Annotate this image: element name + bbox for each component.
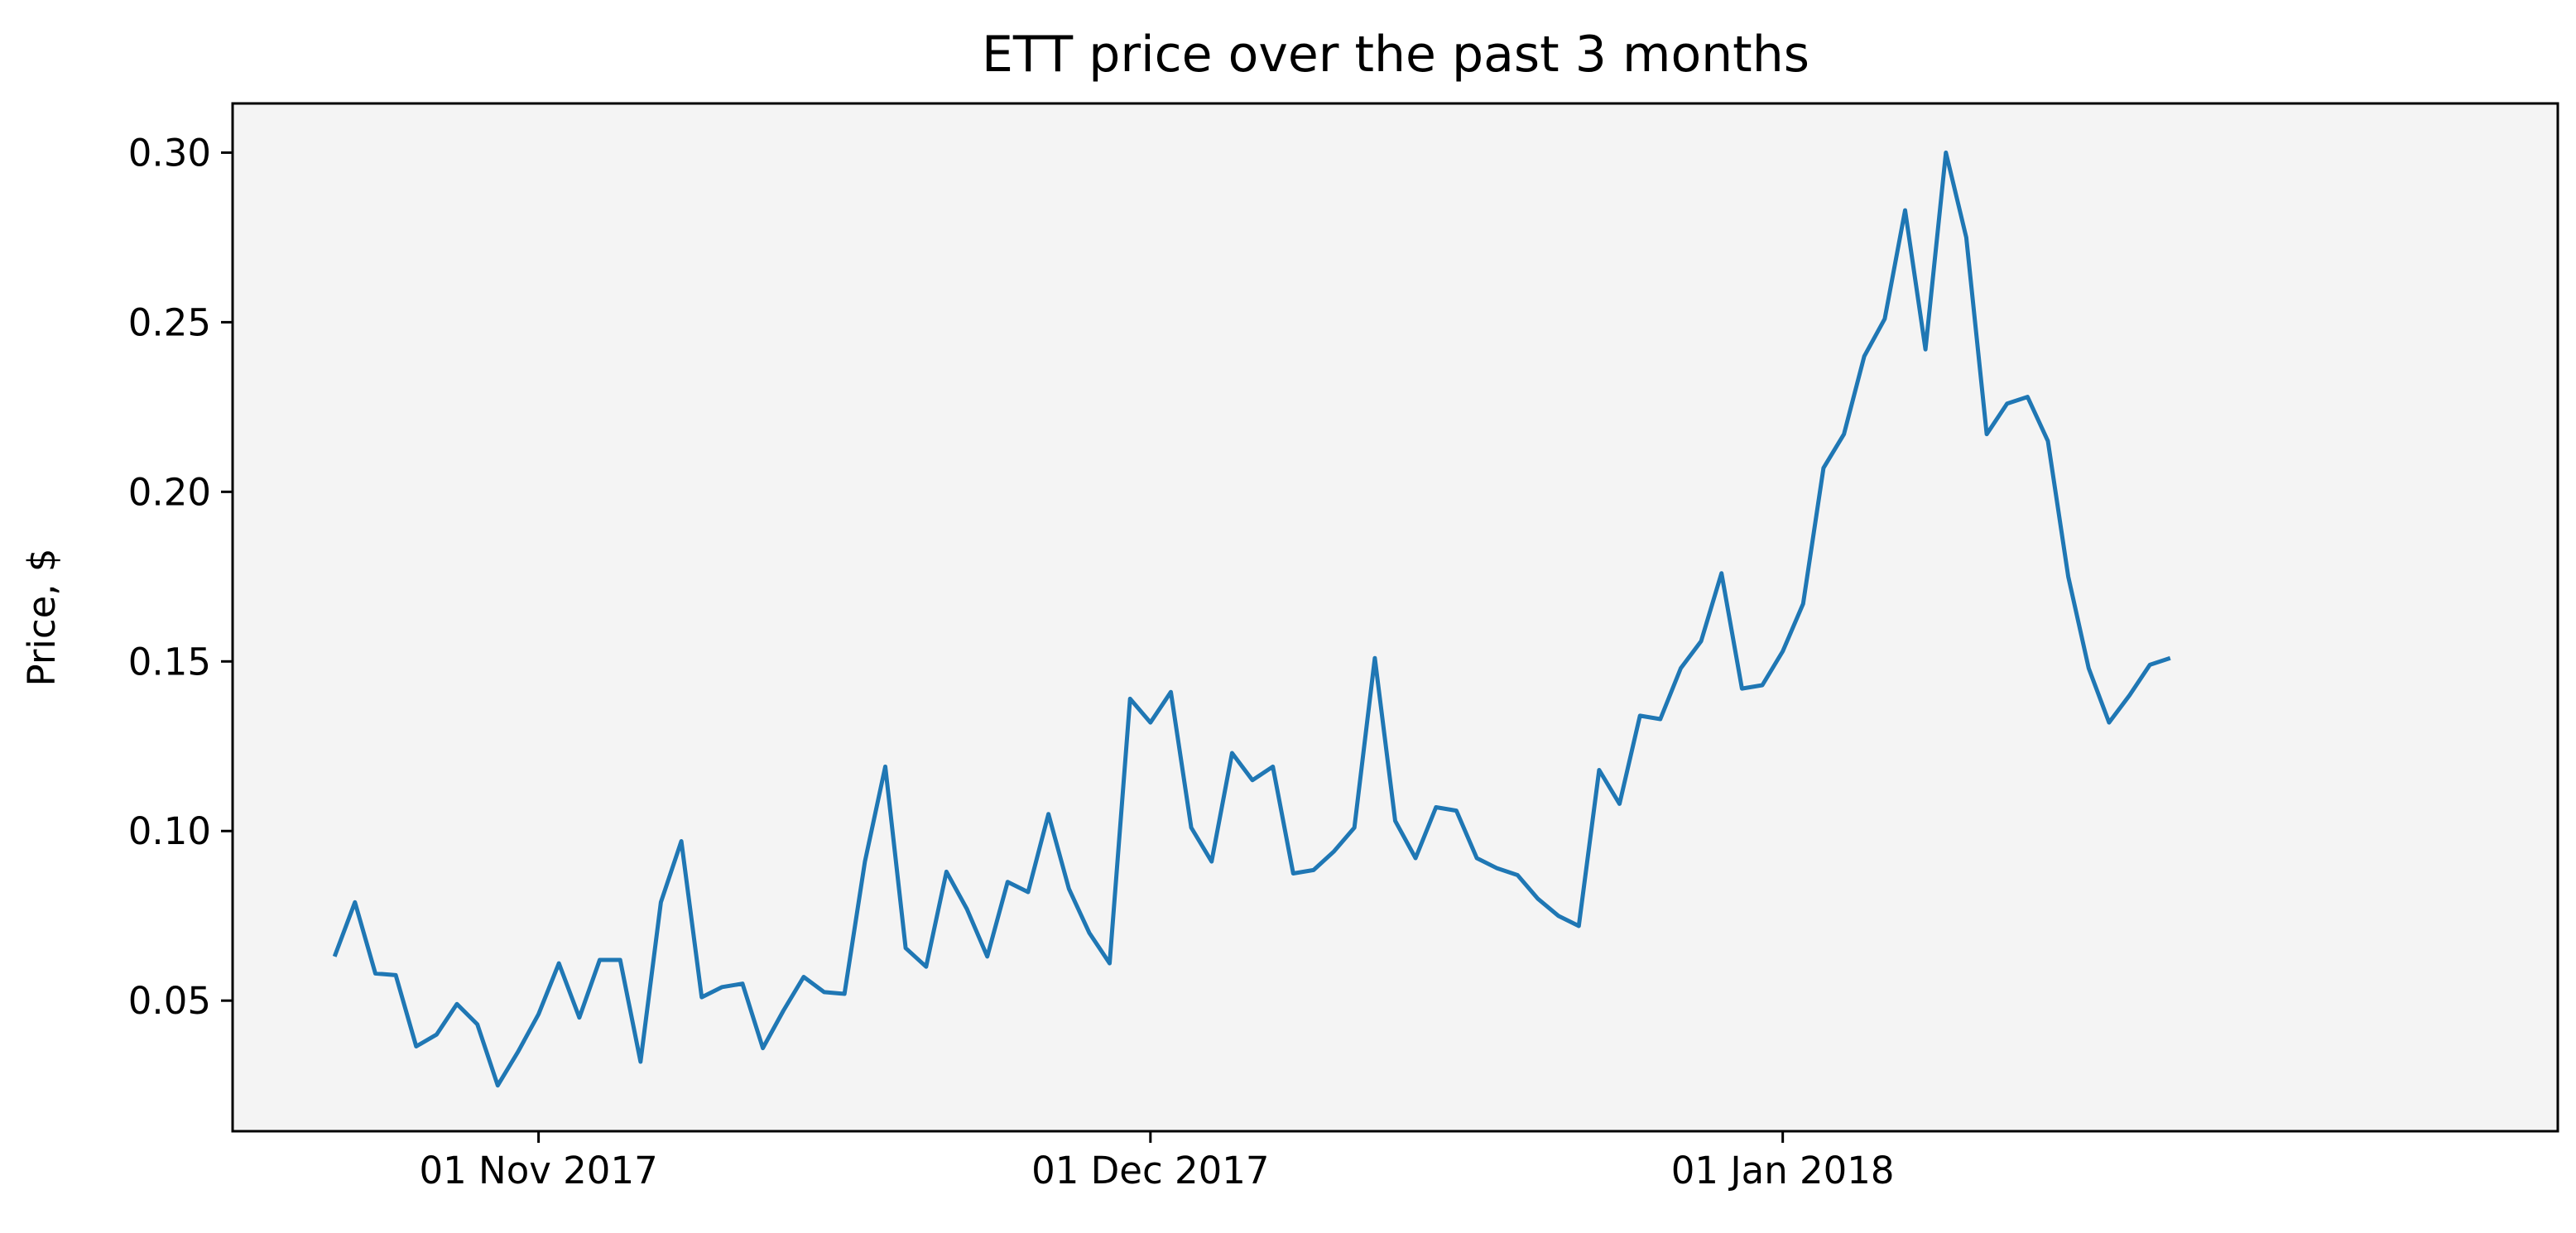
chart-title: ETT price over the past 3 months: [982, 26, 1809, 84]
y-tick-label: 0.05: [128, 979, 211, 1023]
x-tick-label: 01 Jan 2018: [1671, 1149, 1895, 1192]
plot-frame: [231, 102, 2559, 1133]
y-tick-label: 0.30: [128, 131, 211, 175]
y-tick-label: 0.25: [128, 300, 211, 344]
y-tick-label: 0.20: [128, 470, 211, 514]
y-tick-label: 0.15: [128, 640, 211, 684]
y-tick-label: 0.10: [128, 809, 211, 853]
y-axis-label: Price, $: [20, 548, 64, 686]
plot-area: [233, 103, 2558, 1131]
x-tick-label: 01 Nov 2017: [419, 1149, 657, 1192]
x-tick-label: 01 Dec 2017: [1031, 1149, 1269, 1192]
series-line-0: [332, 150, 2171, 1088]
